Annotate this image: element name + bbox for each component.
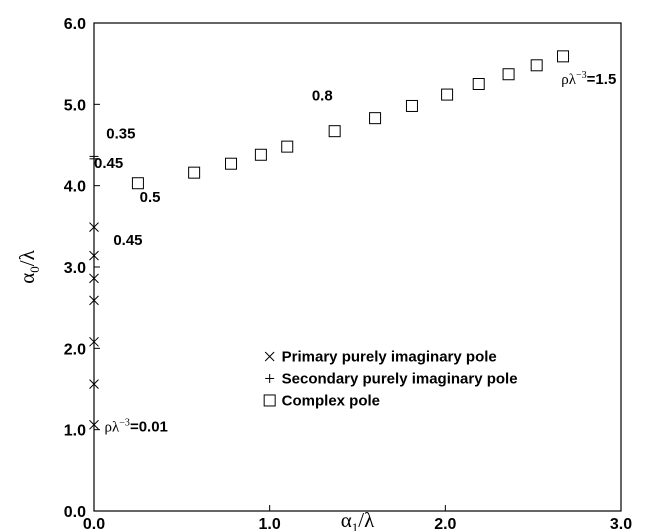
primary-pole-marker: [89, 250, 99, 261]
y-tick-label: 0.0: [64, 504, 86, 521]
primary-pole-marker: [89, 336, 99, 347]
data-markers: [89, 50, 570, 430]
y-axis-label: α0/λ: [15, 249, 42, 283]
legend-item: Complex pole: [263, 392, 380, 409]
axis-labels: α1/λ α0/λ: [15, 249, 375, 531]
legend-label: Primary purely imaginary pole: [282, 348, 497, 365]
y-tick-label: 1.0: [64, 423, 86, 440]
annotation-label: ρλ−3=1.5: [561, 70, 616, 88]
primary-pole-marker: [89, 419, 99, 430]
complex-pole-marker: [254, 148, 267, 161]
annotation-label: 0.45: [94, 155, 123, 172]
primary-pole-marker: [89, 273, 99, 284]
secondary-pole-marker-legend: [265, 373, 275, 383]
x-tick-label: 3.0: [610, 516, 632, 531]
complex-pole-marker: [502, 68, 515, 81]
x-tick-label: 0.0: [83, 516, 105, 531]
secondary-pole-marker: [89, 151, 99, 161]
x-tick-label: 2.0: [434, 516, 456, 531]
y-tick-label: 6.0: [64, 16, 86, 33]
primary-pole-marker: [89, 295, 99, 306]
complex-pole-marker: [530, 59, 543, 72]
x-axis-label: α1/λ: [341, 508, 375, 531]
y-tick-label: 3.0: [64, 260, 86, 277]
series-square: [131, 50, 570, 190]
complex-pole-marker: [225, 157, 238, 170]
complex-pole-marker: [131, 177, 144, 190]
x-tick-label: 1.0: [259, 516, 281, 531]
complex-pole-marker: [281, 140, 294, 153]
y-tick-label: 2.0: [64, 341, 86, 358]
complex-pole-marker: [369, 112, 382, 125]
axis-ticks: 0.0 1.0 2.0 3.0 0.0 1.0 2.0 3.0 4.0 5.0 6.0: [64, 16, 632, 531]
legend-label: Complex pole: [282, 392, 380, 409]
legend-item: Secondary purely imaginary pole: [265, 370, 518, 387]
complex-pole-marker: [188, 166, 201, 179]
annotation-label: 0.5: [140, 189, 161, 206]
y-tick-label: 5.0: [64, 97, 86, 114]
complex-pole-marker: [405, 99, 418, 112]
legend-item: Primary purely imaginary pole: [264, 348, 497, 365]
annotation-label: ρλ−3=0.01: [105, 417, 168, 435]
complex-pole-marker: [472, 78, 485, 90]
annotation-label: 0.35: [106, 125, 135, 142]
y-tick-label: 4.0: [64, 179, 86, 196]
complex-pole-marker: [557, 50, 570, 63]
complex-pole-marker-legend: [263, 394, 276, 407]
plot-axes: [93, 22, 622, 512]
plot-frame: [93, 22, 622, 512]
primary-pole-marker: [89, 222, 99, 233]
primary-pole-marker: [89, 379, 99, 389]
annotation-label: 0.45: [113, 232, 142, 249]
complex-pole-marker: [328, 125, 341, 138]
legend: Primary purely imaginary pole Secondary p…: [263, 348, 518, 409]
series-+: [89, 151, 99, 164]
complex-pole-marker: [441, 88, 454, 101]
annotation-label: 0.8: [312, 87, 333, 104]
point-annotations: 0.35 0.45 0.5 0.45 0.8 ρλ−3=1.5 ρλ−3=0.01: [94, 70, 616, 435]
legend-label: Secondary purely imaginary pole: [282, 370, 518, 387]
primary-pole-marker-legend: [264, 351, 275, 362]
series-x: [89, 222, 99, 430]
